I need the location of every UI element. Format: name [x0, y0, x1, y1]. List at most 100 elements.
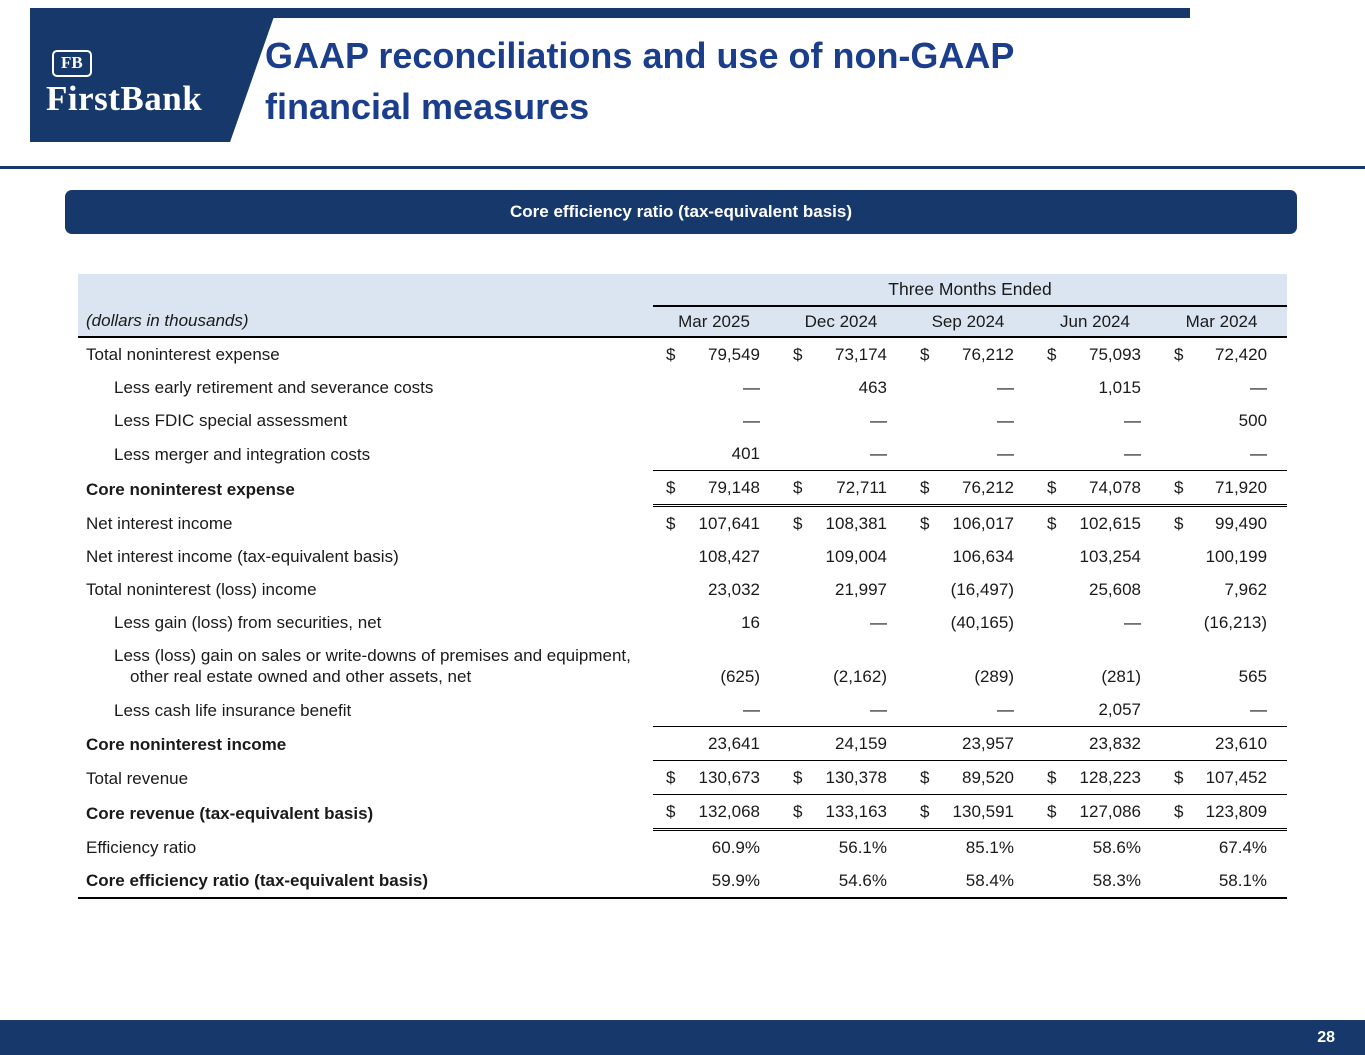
column-header: Mar 2025	[653, 306, 780, 338]
value-cell: 500	[1238, 411, 1268, 430]
page-title-line-1: GAAP reconciliations and use of non-GAAP	[265, 35, 1015, 76]
row-label: Less (loss) gain on sales or write-downs…	[114, 646, 631, 686]
value-cell: 23,610	[1161, 726, 1288, 761]
value-cell: $79,549	[653, 337, 780, 371]
value-cell: 54.6%	[780, 864, 907, 899]
amount: 130,591	[952, 802, 1014, 821]
value-cell: 58.3%	[1034, 864, 1161, 899]
value-cell: (2,162)	[833, 667, 887, 686]
value-cell: (281)	[1101, 667, 1141, 686]
value-cell: $73,174	[780, 337, 907, 371]
row-label: Core noninterest expense	[86, 479, 295, 499]
value-cell: 58.1%	[1161, 864, 1288, 899]
value-cell: 1,015	[1098, 378, 1141, 397]
table-row: Net interest income $107,641 $108,381 $106,…	[78, 506, 1287, 541]
money-value: $128,223	[1035, 767, 1141, 788]
header-divider	[0, 166, 1365, 169]
table-row: Total revenue $130,673 $130,378 $89,520 $128…	[78, 760, 1288, 795]
row-label: Less cash life insurance benefit	[114, 700, 352, 720]
dollar-sign: $	[666, 768, 676, 787]
value-cell: $123,809	[1161, 794, 1288, 831]
dollar-sign: $	[920, 478, 930, 497]
money-value: $76,212	[908, 344, 1014, 365]
row-label: Total noninterest expense	[86, 345, 280, 364]
value-cell: 108,427	[698, 547, 760, 566]
value-cell: —	[653, 693, 780, 727]
value-cell: $99,490	[1161, 506, 1287, 541]
value-cell: $76,212	[907, 337, 1034, 371]
value-cell: $72,711	[780, 470, 907, 507]
section-banner: Core efficiency ratio (tax-equivalent ba…	[65, 190, 1297, 234]
value-cell: $130,591	[907, 794, 1034, 831]
column-header: Jun 2024	[1034, 306, 1161, 338]
value-cell: $74,078	[1034, 470, 1161, 507]
dollar-sign: $	[920, 802, 930, 821]
value-cell: $133,163	[780, 794, 907, 831]
value-cell: 401	[653, 437, 780, 471]
value-cell: $89,520	[907, 760, 1034, 795]
amount: 89,520	[962, 768, 1014, 787]
money-value: $74,078	[1035, 477, 1141, 498]
amount: 74,078	[1089, 478, 1141, 497]
money-value: $73,174	[781, 344, 887, 365]
value-cell: (16,213)	[1203, 613, 1268, 632]
dollar-sign: $	[793, 345, 803, 364]
units-label: (dollars in thousands)	[78, 306, 653, 338]
dollar-sign: $	[1047, 768, 1057, 787]
value-cell: $71,920	[1161, 470, 1288, 507]
column-header: Sep 2024	[907, 306, 1034, 338]
value-cell: 23,832	[1034, 726, 1161, 761]
money-value: $76,212	[908, 477, 1014, 498]
value-cell: —	[780, 437, 907, 471]
dollar-sign: $	[793, 768, 803, 787]
amount: 73,174	[835, 345, 887, 364]
value-cell: 60.9%	[711, 838, 760, 857]
footer-bar: 28	[0, 1020, 1365, 1055]
value-cell: —	[870, 613, 887, 632]
dollar-sign: $	[793, 514, 803, 533]
firstbank-logo: FB FirstBank	[30, 8, 277, 142]
dollar-sign: $	[1174, 478, 1184, 497]
table-header: Three Months Ended (dollars in thousands)…	[78, 274, 1288, 338]
value-cell: 59.9%	[653, 864, 780, 899]
amount: 99,490	[1215, 514, 1268, 533]
value-cell: —	[1161, 693, 1288, 727]
amount: 127,086	[1079, 802, 1141, 821]
group-header-spacer	[78, 274, 653, 306]
table-row: Core revenue (tax-equivalent basis) $132,…	[78, 794, 1288, 831]
amount: 128,223	[1079, 768, 1141, 787]
column-header: Mar 2024	[1161, 306, 1288, 338]
row-label: Less merger and integration costs	[114, 444, 371, 464]
value-cell: 67.4%	[1218, 838, 1268, 857]
row-label: Core noninterest income	[86, 734, 287, 754]
value-cell: (16,497)	[950, 580, 1014, 599]
value-cell: $107,641	[653, 506, 780, 541]
dollar-sign: $	[1047, 802, 1057, 821]
dollar-sign: $	[1047, 514, 1057, 533]
value-cell: $102,615	[1034, 506, 1161, 541]
value-cell: 58.4%	[907, 864, 1034, 899]
dollar-sign: $	[666, 802, 676, 821]
table-row: Less gain (loss) from securities, net 16 —…	[78, 606, 1287, 639]
table-row: Less FDIC special assessment — — — — 500	[78, 404, 1287, 437]
money-value: $79,549	[654, 344, 760, 365]
amount: 71,920	[1215, 478, 1268, 497]
column-header: Dec 2024	[780, 306, 907, 338]
money-value: $123,809	[1162, 801, 1267, 822]
row-label: Net interest income (tax-equivalent basi…	[86, 547, 399, 566]
row-label: Total revenue	[86, 768, 189, 788]
amount: 107,452	[1205, 768, 1268, 787]
value-cell: 109,004	[825, 547, 887, 566]
table-row: Core efficiency ratio (tax-equivalent ba…	[78, 864, 1288, 899]
money-value: $99,490	[1162, 513, 1267, 534]
value-cell: 58.6%	[1092, 838, 1141, 857]
dollar-sign: $	[1174, 802, 1184, 821]
dollar-sign: $	[1047, 345, 1057, 364]
value-cell: —	[743, 411, 760, 430]
fb-monogram-icon: FB	[52, 50, 92, 77]
value-cell: $72,420	[1161, 337, 1287, 371]
dollar-sign: $	[793, 802, 803, 821]
table-row: Less merger and integration costs 401— — — —	[78, 437, 1288, 471]
value-cell: 24,159	[780, 726, 907, 761]
row-label: Less FDIC special assessment	[114, 411, 348, 430]
